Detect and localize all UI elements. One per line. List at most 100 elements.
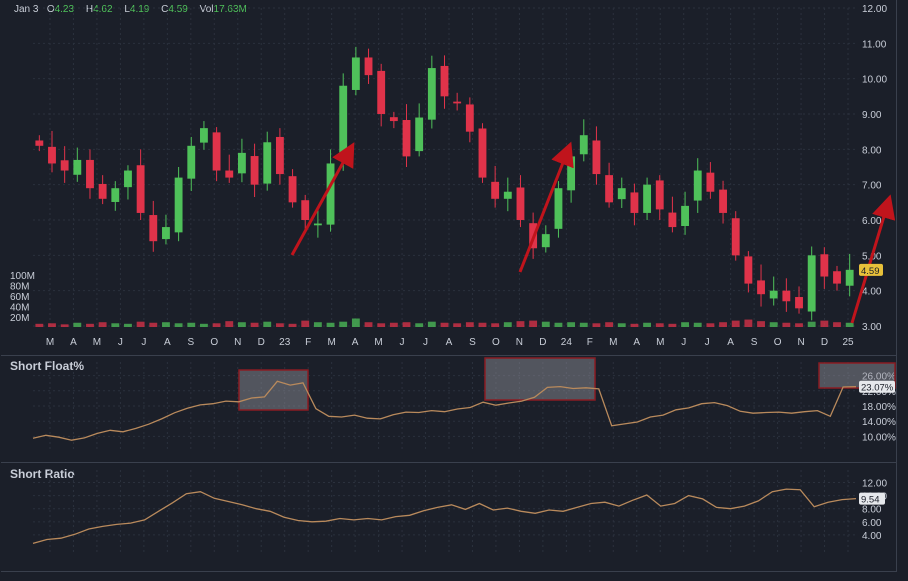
volume-bar xyxy=(731,320,740,327)
time-axis-tick: J xyxy=(400,337,405,348)
price-axis-tick: 3.00 xyxy=(862,322,882,333)
low-label: L xyxy=(124,4,130,15)
candle xyxy=(769,290,778,299)
volume-bar xyxy=(516,321,525,327)
price-axis-tick: 9.00 xyxy=(862,110,882,121)
price-axis-tick: 8.00 xyxy=(862,145,882,156)
time-axis-tick: A xyxy=(633,337,640,348)
short_ratio-series-line xyxy=(32,488,857,545)
time-axis-tick: D xyxy=(821,337,828,348)
volume-value: 17.63M xyxy=(213,4,247,15)
candle xyxy=(833,271,841,284)
trend-arrow xyxy=(850,194,896,324)
volume-bar xyxy=(719,322,727,327)
time-axis-tick: 24 xyxy=(561,337,573,348)
volume-bar xyxy=(427,321,436,327)
candle xyxy=(782,290,791,302)
candle xyxy=(313,223,322,226)
volume-bar xyxy=(744,319,753,327)
volume-bar xyxy=(440,322,449,327)
volume-bar xyxy=(174,323,183,327)
time-axis-tick: N xyxy=(797,337,804,348)
time-axis-tick: M xyxy=(46,337,54,348)
volume-bar xyxy=(681,322,689,327)
candle xyxy=(263,142,272,184)
short_ratio-axis-tick: 8.00 xyxy=(862,505,882,516)
price-axis-tick: 12.00 xyxy=(862,4,887,15)
volume-bar xyxy=(326,322,335,327)
candle xyxy=(605,175,614,203)
time-axis-tick: J xyxy=(423,337,428,348)
volume-axis-tick: 40M xyxy=(10,303,29,314)
volume-bar xyxy=(111,323,120,327)
panel-separator xyxy=(1,355,896,356)
volume-bar xyxy=(630,323,639,327)
time-axis-tick: O xyxy=(210,337,218,348)
candle xyxy=(364,57,373,76)
candle xyxy=(136,165,145,213)
candle xyxy=(820,254,829,277)
candle xyxy=(250,156,259,185)
candle xyxy=(275,136,284,175)
highlight-box xyxy=(238,369,309,411)
candle xyxy=(807,255,816,312)
volume-bar xyxy=(605,322,614,327)
candle xyxy=(389,117,398,122)
candle xyxy=(402,120,411,157)
candle xyxy=(351,57,360,90)
candle xyxy=(579,135,588,155)
volume-axis-tick: 100M xyxy=(10,271,35,282)
candle xyxy=(60,160,69,171)
volume-bar xyxy=(275,323,284,327)
candle xyxy=(48,146,56,164)
volume-bar xyxy=(567,322,576,327)
candle xyxy=(237,152,246,174)
candle xyxy=(377,70,386,114)
volume-bar xyxy=(149,322,158,327)
volume-bar xyxy=(288,323,297,327)
candle xyxy=(35,140,44,146)
volume-bar xyxy=(377,323,386,327)
short-ratio-title: Short Ratio xyxy=(10,467,75,481)
candle xyxy=(111,188,120,202)
time-axis-tick: M xyxy=(93,337,101,348)
volume-bar xyxy=(124,323,132,327)
price-axis-tick: 10.00 xyxy=(862,75,887,86)
open-value: 4.23 xyxy=(54,4,75,15)
time-axis-tick: A xyxy=(352,337,359,348)
ohlc-readout: Jan 3 O4.23 H4.62 L4.19 C4.59 Vol17.63M xyxy=(14,4,256,15)
candle xyxy=(162,227,170,240)
short_ratio-last-value-tag xyxy=(859,492,885,505)
high-value: 4.62 xyxy=(93,4,113,15)
volume-axis-tick: 80M xyxy=(10,282,29,293)
time-axis-tick: O xyxy=(492,337,500,348)
volume-bar xyxy=(845,322,854,327)
volume-bar xyxy=(617,323,626,327)
volume-bar xyxy=(301,320,310,327)
volume-bar xyxy=(73,322,82,327)
candle xyxy=(86,159,94,189)
volume-bar xyxy=(225,321,234,327)
volume-bar xyxy=(491,323,500,327)
short_float-last-value-label: 23.07% xyxy=(861,383,894,394)
volume-label: Vol xyxy=(199,4,214,15)
volume-bar xyxy=(313,322,322,327)
high-label: H xyxy=(85,4,94,15)
last-price-tag xyxy=(859,263,883,276)
volume-bar xyxy=(478,322,487,327)
time-axis-tick: 25 xyxy=(842,337,854,348)
panel-separator xyxy=(1,571,896,572)
candle xyxy=(719,189,727,213)
volume-bar xyxy=(643,322,652,327)
volume-bar xyxy=(263,321,272,327)
candle xyxy=(668,212,677,228)
candle xyxy=(845,269,854,286)
volume-bar xyxy=(579,322,588,327)
open-label: O xyxy=(46,4,55,15)
time-axis-tick: 23 xyxy=(279,337,291,348)
time-axis-tick: S xyxy=(187,337,194,348)
time-axis-tick: N xyxy=(516,337,523,348)
time-axis-tick: S xyxy=(469,337,476,348)
candle xyxy=(200,128,208,143)
